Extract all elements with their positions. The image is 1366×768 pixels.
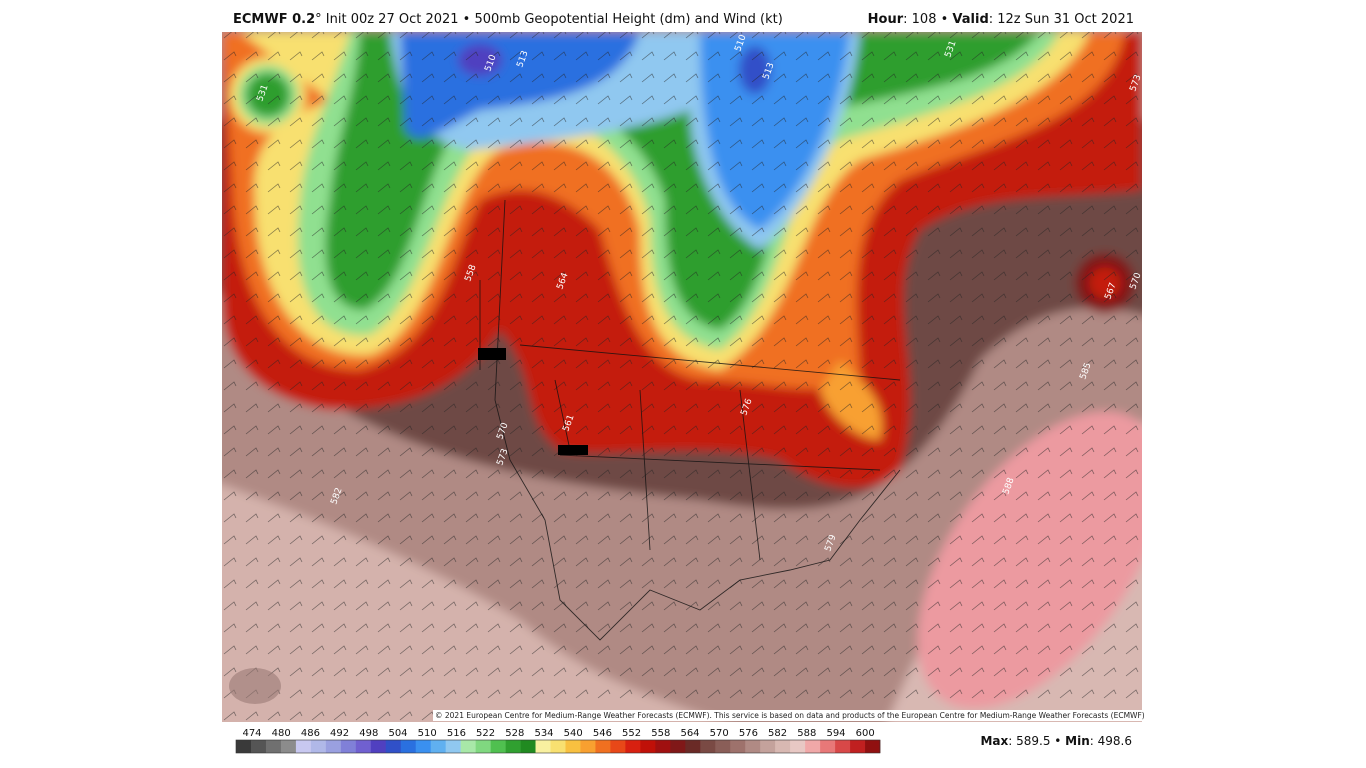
colorbar-label: 570: [710, 728, 729, 739]
color-swatch: [250, 740, 267, 753]
color-swatch: [745, 740, 761, 753]
valid: : 12z Sun 31 Oct 2021: [988, 12, 1134, 27]
color-swatch: [655, 740, 671, 753]
colorbar-label: 600: [856, 728, 875, 739]
colorbar-label: 498: [359, 728, 378, 739]
colorbar-frame: [235, 739, 881, 754]
colorbar-label: 480: [272, 728, 291, 739]
colorbar-label: 588: [797, 728, 816, 739]
color-swatch: [625, 740, 641, 753]
color-swatch: [535, 740, 551, 753]
colorbar-label: 474: [242, 728, 261, 739]
color-swatch: [445, 740, 461, 753]
color-swatch: [475, 740, 491, 753]
color-swatch: [236, 740, 252, 753]
color-swatch: [670, 740, 686, 753]
colorbar-label: 546: [593, 728, 612, 739]
color-swatch: [700, 740, 716, 753]
color-swatch: [580, 740, 596, 753]
colorbar-label: 576: [739, 728, 758, 739]
contour-label: 570: [1128, 271, 1142, 291]
color-swatch: [595, 740, 611, 753]
valid-label: Valid: [952, 12, 989, 27]
color-swatch: [355, 740, 372, 753]
color-swatch: [430, 740, 446, 753]
min: : 498.6: [1089, 734, 1132, 748]
colorbar-label: 492: [330, 728, 349, 739]
color-swatch: [265, 740, 282, 753]
max: : 589.5 •: [1008, 734, 1066, 748]
color-swatch: [505, 740, 521, 753]
colorbar-label: 582: [768, 728, 787, 739]
color-swatch: [820, 740, 836, 753]
color-swatch: [340, 740, 357, 753]
color-swatch: [370, 740, 387, 753]
colorbar-label: 510: [418, 728, 437, 739]
color-swatch: [310, 740, 327, 753]
color-swatch: [490, 740, 506, 753]
color-swatch: [865, 740, 881, 753]
color-swatch: [805, 740, 821, 753]
colorbar-label: 552: [622, 728, 641, 739]
hour: : 108 •: [903, 12, 953, 27]
color-swatch: [520, 740, 536, 753]
contour-label: 573: [1128, 73, 1142, 93]
color-swatch: [460, 740, 476, 753]
color-swatch: [730, 740, 746, 753]
color-swatch: [790, 740, 806, 753]
colorbar-label: 558: [651, 728, 670, 739]
color-swatch: [565, 740, 581, 753]
max-label: Max: [980, 734, 1009, 748]
footer: Max: 589.5 • Min: 498.6: [980, 734, 1132, 748]
colorbar-label: 534: [534, 728, 553, 739]
colorbar-label: 504: [388, 728, 407, 739]
min-label: Min: [1065, 734, 1090, 748]
colorbar-label: 564: [680, 728, 699, 739]
colorbar-label: 528: [505, 728, 524, 739]
header-right: Hour: 108 • Valid: 12z Sun 31 Oct 2021: [868, 12, 1134, 27]
hour-label: Hour: [867, 12, 904, 27]
model: ECMWF 0.2: [233, 12, 316, 27]
color-swatch: [685, 740, 701, 753]
color-swatch: [415, 740, 431, 753]
color-swatch: [715, 740, 731, 753]
color-swatch: [325, 740, 342, 753]
color-swatch: [280, 740, 297, 753]
color-swatch: [385, 740, 402, 753]
colorbar-label: 486: [301, 728, 320, 739]
color-swatch: [295, 740, 312, 753]
color-swatch: [400, 740, 417, 753]
title: ° Init 00z 27 Oct 2021 • 500mb Geopotent…: [315, 12, 783, 27]
colorbar: 474 480 486 492 498 504 510 516 522 528 534 540 546 5…: [235, 728, 881, 754]
color-swatch: [850, 740, 866, 753]
colorbar-label: 594: [826, 728, 845, 739]
map: 510 5135105135315315645585705735825855885…: [222, 32, 1142, 722]
header-left: ECMWF 0.2° Init 00z 27 Oct 2021 • 500mb …: [233, 12, 783, 27]
color-swatch: [760, 740, 776, 753]
colorbar-label: 516: [447, 728, 466, 739]
copyright: © 2021 European Centre for Medium-Range …: [433, 710, 1145, 721]
color-swatch: [550, 740, 566, 753]
color-swatch: [775, 740, 791, 753]
colorbar-label: 540: [564, 728, 583, 739]
color-swatch: [835, 740, 851, 753]
color-swatch: [610, 740, 626, 753]
color-swatch: [640, 740, 656, 753]
colorbar-label: 522: [476, 728, 495, 739]
